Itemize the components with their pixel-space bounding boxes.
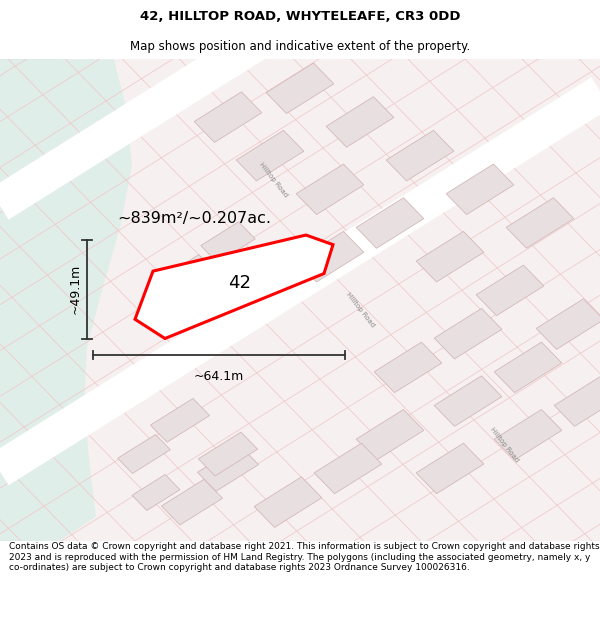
Polygon shape xyxy=(356,198,424,248)
Polygon shape xyxy=(476,265,544,316)
Polygon shape xyxy=(194,92,262,142)
Polygon shape xyxy=(434,309,502,359)
Text: ~839m²/~0.207ac.: ~839m²/~0.207ac. xyxy=(117,211,271,226)
Polygon shape xyxy=(374,342,442,392)
Polygon shape xyxy=(199,432,257,476)
Polygon shape xyxy=(296,231,364,282)
Polygon shape xyxy=(236,131,304,181)
Polygon shape xyxy=(386,131,454,181)
Text: 42, HILLTOP ROAD, WHYTELEAFE, CR3 0DD: 42, HILLTOP ROAD, WHYTELEAFE, CR3 0DD xyxy=(140,10,460,23)
Text: ~49.1m: ~49.1m xyxy=(68,264,82,314)
Polygon shape xyxy=(536,299,600,349)
Polygon shape xyxy=(356,409,424,460)
Polygon shape xyxy=(197,446,259,491)
Polygon shape xyxy=(0,59,132,541)
Polygon shape xyxy=(314,443,382,494)
Polygon shape xyxy=(132,474,180,511)
Polygon shape xyxy=(254,477,322,528)
Text: Map shows position and indicative extent of the property.: Map shows position and indicative extent… xyxy=(130,40,470,52)
Polygon shape xyxy=(446,164,514,214)
Polygon shape xyxy=(135,235,333,339)
Polygon shape xyxy=(118,434,170,473)
Polygon shape xyxy=(266,63,334,114)
Text: Hilltop Road: Hilltop Road xyxy=(344,291,376,328)
Polygon shape xyxy=(434,376,502,426)
Polygon shape xyxy=(151,399,209,442)
Polygon shape xyxy=(296,164,364,214)
Polygon shape xyxy=(416,443,484,494)
Polygon shape xyxy=(0,59,63,541)
Polygon shape xyxy=(554,376,600,426)
Text: Hilltop Road: Hilltop Road xyxy=(488,426,520,463)
Polygon shape xyxy=(201,222,255,262)
Polygon shape xyxy=(416,231,484,282)
Text: 42: 42 xyxy=(229,274,251,292)
Text: ~64.1m: ~64.1m xyxy=(194,370,244,382)
Polygon shape xyxy=(170,254,214,288)
Text: Contains OS data © Crown copyright and database right 2021. This information is : Contains OS data © Crown copyright and d… xyxy=(9,542,599,572)
Text: Hilltop Road: Hilltop Road xyxy=(257,161,289,198)
Polygon shape xyxy=(326,97,394,147)
Polygon shape xyxy=(494,342,562,392)
Polygon shape xyxy=(506,198,574,248)
Polygon shape xyxy=(494,409,562,460)
Polygon shape xyxy=(197,285,235,315)
Polygon shape xyxy=(161,479,223,525)
